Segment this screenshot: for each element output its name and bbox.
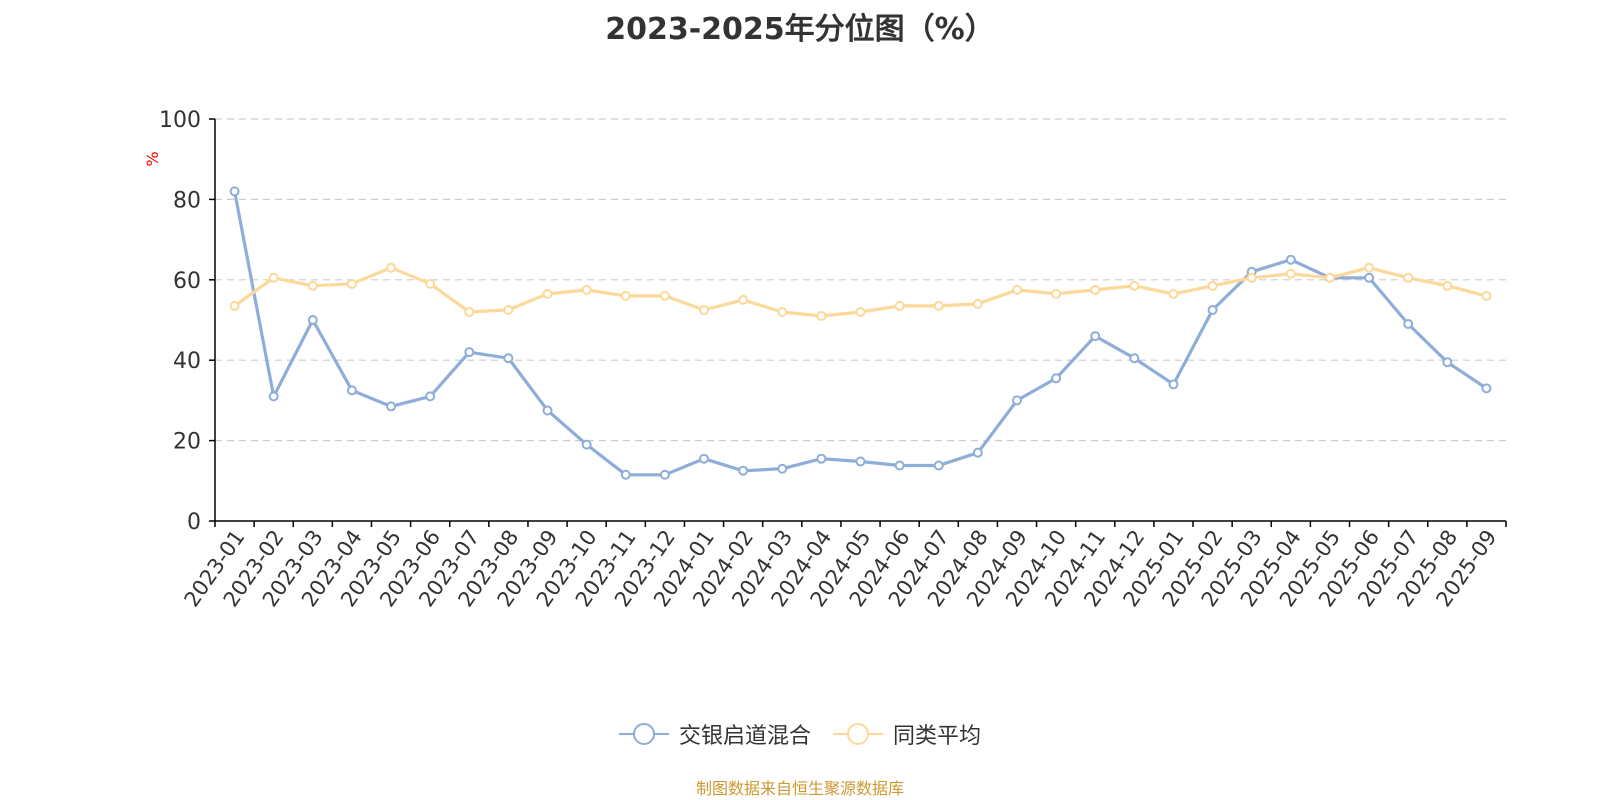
source-note: 制图数据来自恒生聚源数据库 [695, 779, 904, 798]
legend-item-series-0[interactable]: 交银启道混合 [618, 718, 811, 750]
series-lines [229, 186, 1492, 480]
data-point [1403, 272, 1414, 283]
data-point [425, 278, 436, 289]
data-point [659, 469, 670, 480]
data-point [229, 186, 240, 197]
data-point [933, 300, 944, 311]
data-point [1168, 379, 1179, 390]
data-point [1442, 280, 1453, 291]
data-point [699, 453, 710, 464]
data-point [1168, 288, 1179, 299]
data-point [425, 391, 436, 402]
data-point [659, 290, 670, 301]
data-point [972, 447, 983, 458]
data-point [620, 290, 631, 301]
data-point [1481, 383, 1492, 394]
y-tick-label: 60 [173, 269, 201, 294]
data-point [464, 306, 475, 317]
legend-label: 交银启道混合 [678, 724, 811, 749]
data-point [307, 280, 318, 291]
data-point [268, 391, 279, 402]
data-point [581, 439, 592, 450]
data-point [1051, 288, 1062, 299]
data-point [503, 304, 514, 315]
data-point [620, 469, 631, 480]
series-line [233, 189, 1489, 477]
data-point [1129, 280, 1140, 291]
tick-labels: 0204060801002023-012023-022023-032023-04… [159, 108, 1501, 611]
data-point [1246, 272, 1257, 283]
y-tick-label: 80 [173, 188, 201, 213]
data-point [894, 300, 905, 311]
data-point [1090, 284, 1101, 295]
series-0 [229, 186, 1492, 480]
legend-label: 同类平均 [893, 724, 982, 749]
data-point [386, 262, 397, 273]
data-point [1442, 357, 1453, 368]
y-tick-label: 100 [159, 108, 201, 133]
data-point [503, 353, 514, 364]
data-point [1011, 284, 1022, 295]
data-point [1051, 373, 1062, 384]
data-point [738, 294, 749, 305]
data-point [1324, 272, 1335, 283]
data-point [1011, 395, 1022, 406]
legend: 交银启道混合 同类平均 [0, 718, 1600, 750]
data-point [1129, 353, 1140, 364]
series-1 [229, 262, 1492, 321]
axes [209, 118, 1507, 527]
data-point [1285, 254, 1296, 265]
data-point [1090, 331, 1101, 342]
data-point [386, 401, 397, 412]
data-point [464, 347, 475, 358]
y-axis-label: % [143, 151, 162, 166]
data-point [581, 284, 592, 295]
data-point [542, 405, 553, 416]
data-point [855, 456, 866, 467]
data-point [699, 304, 710, 315]
grid-lines [215, 118, 1506, 442]
legend-line-circle-icon [833, 723, 883, 745]
data-point [1364, 262, 1375, 273]
data-point [894, 460, 905, 471]
data-point [229, 300, 240, 311]
data-point [738, 465, 749, 476]
data-point [777, 306, 788, 317]
data-point [972, 298, 983, 309]
data-point [1207, 280, 1218, 291]
data-point [816, 453, 827, 464]
data-point [1207, 304, 1218, 315]
legend-line-circle-icon [618, 723, 669, 745]
chart-title: 2023-2025年分位图（%） [605, 12, 995, 47]
data-point [1364, 272, 1375, 283]
data-point [855, 306, 866, 317]
data-point [1285, 268, 1296, 279]
legend-item-series-1[interactable]: 同类平均 [833, 718, 981, 750]
data-point [542, 288, 553, 299]
data-point [268, 272, 279, 283]
data-point [933, 460, 944, 471]
data-point [307, 315, 318, 325]
data-point [777, 463, 788, 474]
y-tick-label: 20 [173, 430, 201, 455]
data-point [346, 385, 357, 396]
y-tick-label: 40 [173, 349, 201, 374]
data-point [1481, 290, 1492, 301]
data-point [346, 278, 357, 289]
data-point [816, 310, 827, 321]
y-tick-label: 0 [187, 510, 201, 535]
data-point [1403, 319, 1414, 330]
